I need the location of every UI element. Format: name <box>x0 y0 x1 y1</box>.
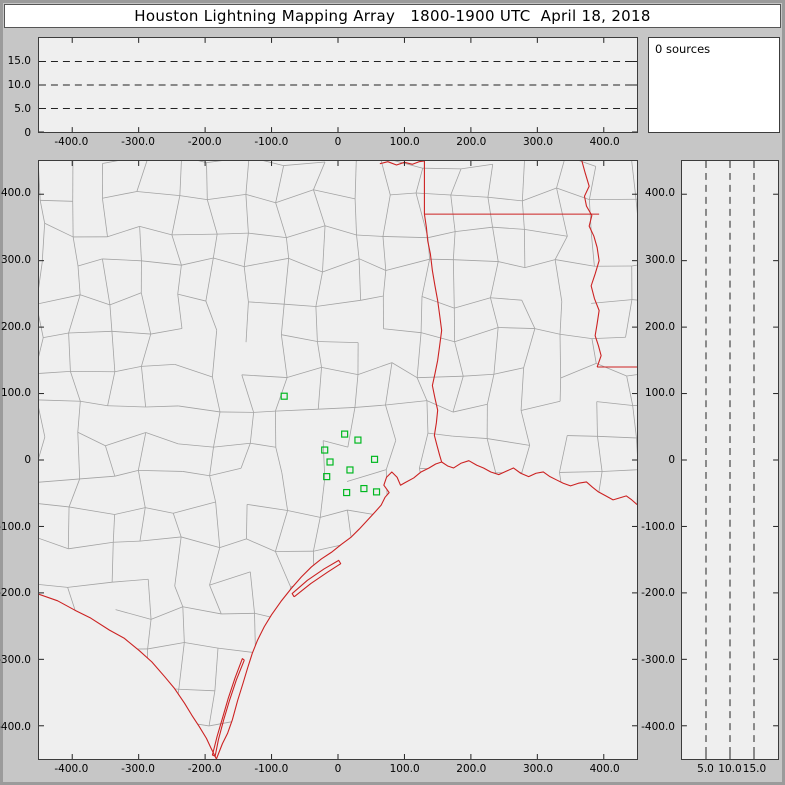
tick-label: -400.0 <box>641 720 675 733</box>
altitude-ns-plot <box>682 161 778 759</box>
map-plot <box>39 161 637 759</box>
tick-label: 15.0 <box>7 55 31 67</box>
tick-label: -400.0 <box>54 136 89 148</box>
lma-station-marker <box>354 436 362 444</box>
tick-label: 100.0 <box>644 387 675 400</box>
tick-label: 300.0 <box>522 136 554 148</box>
tick-label: 400.0 <box>644 187 675 200</box>
tick-label: 0 <box>334 136 342 148</box>
altitude-ew-panel[interactable] <box>38 37 638 133</box>
tick-label: 200.0 <box>644 320 675 333</box>
tick-label: 0 <box>24 454 31 466</box>
ew-axis-labels-top: -400.0 -300.0 -200.0 -100.0 0 100.0 200.0 300.0… <box>38 136 638 148</box>
tick-label: 400.0 <box>0 187 31 200</box>
tick-label: 5.0 <box>697 763 714 775</box>
ew-axis-labels-map: -400.0 -300.0 -200.0 -100.0 0 100.0 200.0 300.0… <box>38 763 638 775</box>
tick-label: 300.0 <box>522 763 554 775</box>
tick-label: 200.0 <box>456 136 487 148</box>
tick-label: 5.0 <box>14 103 31 115</box>
tick-label: -300.0 <box>641 654 675 666</box>
tick-label: 300.0 <box>0 254 31 266</box>
lma-station-marker <box>370 455 379 463</box>
tick-label: 400.0 <box>589 763 620 775</box>
tick-label: 0 <box>24 127 31 139</box>
tick-label: -100.0 <box>0 520 31 533</box>
map-panel[interactable] <box>38 160 638 760</box>
lma-station-marker <box>323 473 331 481</box>
tick-label: -300.0 <box>121 136 155 148</box>
sources-count: 0 sources <box>655 42 711 56</box>
tick-label: -400.0 <box>0 720 31 733</box>
tick-label: 100.0 <box>389 136 420 148</box>
tick-label: -100.0 <box>254 136 289 148</box>
padre-island-line <box>211 658 245 757</box>
tick-label: 100.0 <box>0 387 31 400</box>
tick-label: -100.0 <box>641 520 675 533</box>
tick-label: -200.0 <box>187 763 222 775</box>
altitude-ew-plot <box>39 38 637 132</box>
tick-label: 300.0 <box>644 254 675 266</box>
mississippi-river-line <box>581 161 602 368</box>
matagorda-island-line <box>291 559 342 598</box>
rio-grande-line <box>39 593 217 759</box>
lma-station-marker <box>341 430 349 438</box>
tick-label: -200.0 <box>0 587 31 600</box>
gulf-coast-line <box>215 460 637 759</box>
ns-axis-labels-right: 400.0 300.0 200.0 100.0 0 -100.0 -200.0 -300.0 -… <box>641 160 678 760</box>
gulf-water-mask <box>216 460 637 759</box>
lma-station-marker <box>321 446 329 454</box>
tick-label: 15.0 <box>742 763 767 775</box>
tick-label: 200.0 <box>456 763 487 775</box>
tick-label: -200.0 <box>641 587 675 600</box>
tick-label: 100.0 <box>389 763 420 775</box>
tick-label: 10.0 <box>7 79 31 91</box>
lma-station-marker <box>326 458 334 466</box>
lma-station-marker <box>343 488 351 497</box>
page-title: Houston Lightning Mapping Array 1800-190… <box>4 4 781 28</box>
tick-label: 200.0 <box>0 320 31 333</box>
tick-label: -300.0 <box>121 763 155 775</box>
tick-label: -300.0 <box>0 654 31 666</box>
tick-label: -200.0 <box>187 136 222 148</box>
tick-label: 10.0 <box>718 763 742 775</box>
lma-station-marker <box>360 484 368 493</box>
lma-station-marker <box>346 466 354 474</box>
altitude-ns-panel[interactable] <box>681 160 779 760</box>
altitude-axis-labels-right: 5.0 10.0 15.0 <box>681 763 779 775</box>
lma-station-marker <box>280 392 288 400</box>
tick-label: 400.0 <box>589 136 620 148</box>
ns-axis-labels-map: 400.0 300.0 200.0 100.0 0 -100.0 -200.0 -300.0 -… <box>0 160 34 760</box>
tick-label: 0 <box>334 763 342 775</box>
tx-la-border-line <box>423 214 443 463</box>
mexico-mask <box>39 594 217 759</box>
lma-station-marker <box>372 488 381 496</box>
altitude-axis-labels-top: 0 5.0 10.0 15.0 <box>0 37 34 139</box>
tick-label: -400.0 <box>54 763 89 775</box>
sources-count-box: 0 sources <box>648 37 780 133</box>
tick-label: -100.0 <box>254 763 289 775</box>
tick-label: 0 <box>668 454 675 466</box>
